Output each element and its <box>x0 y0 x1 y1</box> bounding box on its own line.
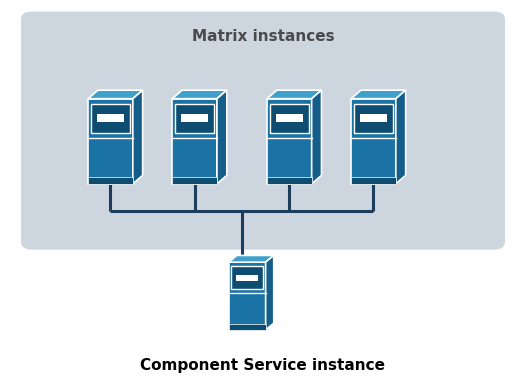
Polygon shape <box>396 90 406 184</box>
FancyBboxPatch shape <box>173 177 217 184</box>
FancyBboxPatch shape <box>88 99 133 184</box>
FancyBboxPatch shape <box>173 99 217 184</box>
Polygon shape <box>229 255 274 262</box>
FancyBboxPatch shape <box>97 114 124 122</box>
FancyBboxPatch shape <box>351 177 396 184</box>
Polygon shape <box>217 90 227 184</box>
FancyBboxPatch shape <box>21 12 505 250</box>
FancyBboxPatch shape <box>354 104 393 133</box>
FancyBboxPatch shape <box>175 104 214 133</box>
Polygon shape <box>133 90 143 184</box>
Text: Matrix instances: Matrix instances <box>191 29 335 44</box>
FancyBboxPatch shape <box>236 274 258 281</box>
FancyBboxPatch shape <box>231 266 264 289</box>
FancyBboxPatch shape <box>270 104 309 133</box>
FancyBboxPatch shape <box>88 177 133 184</box>
FancyBboxPatch shape <box>351 99 396 184</box>
FancyBboxPatch shape <box>267 177 311 184</box>
FancyBboxPatch shape <box>360 114 387 122</box>
Polygon shape <box>88 90 143 99</box>
Polygon shape <box>311 90 321 184</box>
Polygon shape <box>266 255 274 330</box>
FancyBboxPatch shape <box>181 114 208 122</box>
Polygon shape <box>351 90 406 99</box>
Polygon shape <box>267 90 321 99</box>
FancyBboxPatch shape <box>91 104 130 133</box>
FancyBboxPatch shape <box>276 114 302 122</box>
Text: Component Service instance: Component Service instance <box>140 358 386 373</box>
FancyBboxPatch shape <box>229 262 266 330</box>
FancyBboxPatch shape <box>229 324 266 330</box>
FancyBboxPatch shape <box>267 99 311 184</box>
Polygon shape <box>173 90 227 99</box>
